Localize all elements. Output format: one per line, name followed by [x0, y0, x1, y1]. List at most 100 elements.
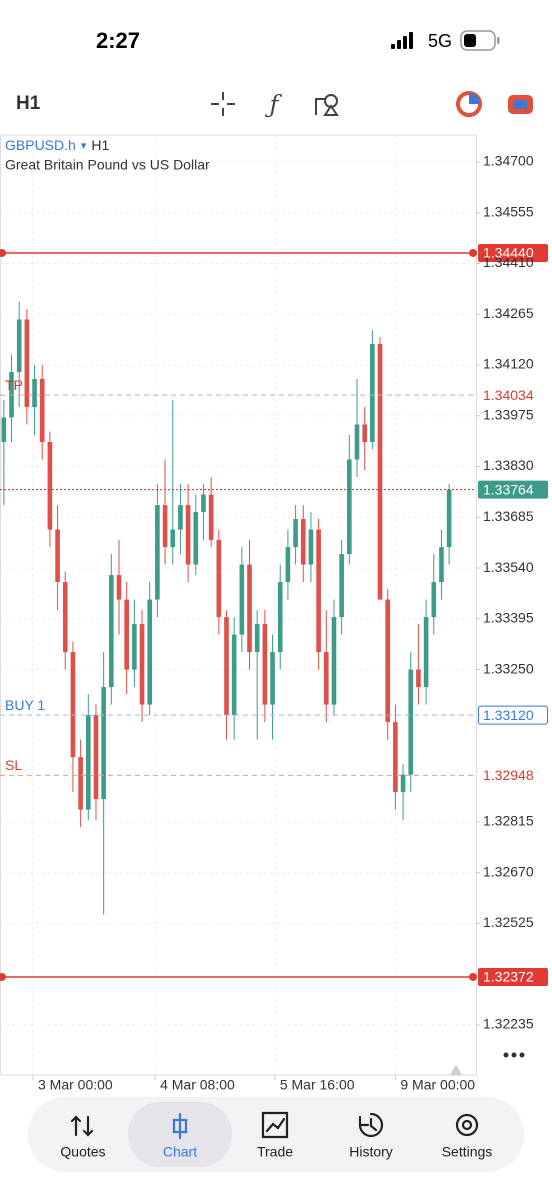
candle-body — [347, 459, 352, 555]
candle-body — [431, 582, 437, 618]
candle-body — [1, 417, 7, 443]
candle-body — [400, 774, 406, 793]
tab-items: Quotes Chart Trade History Settings — [60, 1102, 492, 1167]
level-label-box — [478, 480, 548, 499]
candle-body — [132, 624, 137, 670]
candle-body — [339, 554, 344, 618]
level-label-box — [478, 967, 548, 986]
level-handle[interactable] — [469, 248, 477, 257]
candle-body — [32, 379, 37, 408]
y-tick-label: 1.34120 — [483, 356, 534, 372]
timeframe-button[interactable]: H1 — [16, 93, 41, 114]
symbol[interactable]: GBPUSD.h — [5, 137, 76, 153]
symbol-dropdown[interactable]: ▾ — [81, 140, 87, 152]
candle-body — [78, 757, 83, 810]
candle-body — [139, 624, 145, 705]
candle-body — [124, 599, 129, 670]
tab-icon[interactable] — [70, 1115, 94, 1137]
signal-icon — [391, 32, 413, 49]
y-tick-label: 1.34410 — [483, 254, 534, 270]
tab-icon[interactable] — [358, 1112, 384, 1138]
objects-button[interactable] — [315, 94, 339, 116]
tab-label[interactable]: Settings — [442, 1144, 493, 1160]
candle-body — [416, 669, 421, 688]
candle-body — [101, 687, 106, 800]
level-handle[interactable] — [0, 248, 6, 257]
tab-icon[interactable] — [455, 1113, 479, 1137]
account-button[interactable] — [456, 91, 482, 117]
y-tick-label: 1.32525 — [483, 914, 534, 930]
candle-body — [247, 564, 252, 653]
x-tick-label: 4 Mar 08:00 — [160, 1077, 235, 1093]
tab-label[interactable]: Chart — [163, 1144, 197, 1160]
y-tick-label: 1.32815 — [483, 813, 534, 829]
candle-body — [439, 547, 444, 583]
level-label: 1.32372 — [483, 969, 534, 985]
candle-body — [93, 715, 99, 800]
candle-body — [85, 715, 91, 810]
level-label-box — [478, 705, 548, 725]
candle-body — [385, 599, 391, 723]
level-name: TP — [5, 377, 23, 393]
axes: 1.34700 1.34555 1.34410 1.34265 1.34120 1.339… — [32, 153, 534, 1093]
candle-body — [39, 379, 45, 443]
candle-body — [370, 344, 375, 443]
tab-icon[interactable] — [172, 1112, 188, 1140]
y-tick-label: 1.33830 — [483, 457, 534, 473]
candle-body — [377, 344, 383, 600]
candle-body — [270, 652, 275, 705]
candle-body — [316, 529, 321, 653]
level-label: 1.32948 — [483, 767, 534, 783]
candle-body — [178, 505, 183, 530]
y-tick-label: 1.33975 — [483, 406, 534, 422]
tab-label[interactable]: Trade — [257, 1144, 293, 1160]
candle-body — [55, 529, 60, 583]
candle-body — [155, 505, 160, 600]
y-tick-label: 1.34555 — [483, 203, 534, 219]
y-tick-label: 1.32235 — [483, 1016, 534, 1032]
candle-body — [408, 669, 414, 775]
candle-body — [185, 505, 191, 565]
candle-body — [116, 575, 122, 600]
candle-body — [323, 652, 329, 705]
candle-body — [354, 424, 360, 460]
network-label: 5G — [428, 31, 452, 51]
trade-button[interactable] — [508, 95, 533, 114]
tab-icon[interactable] — [261, 1111, 289, 1139]
candle-body — [224, 617, 229, 716]
candle-body — [285, 547, 291, 583]
y-tick-label: 1.32670 — [483, 863, 534, 879]
candle-body — [162, 505, 168, 548]
candle-body — [170, 529, 176, 548]
tab-label[interactable]: Quotes — [60, 1144, 105, 1160]
level-handle[interactable] — [469, 972, 477, 981]
tab-label[interactable]: History — [349, 1144, 393, 1160]
candle-body — [446, 489, 452, 548]
level-handle[interactable] — [0, 972, 6, 981]
crosshair-button[interactable] — [211, 92, 235, 116]
candle-body — [216, 540, 222, 618]
candle-body — [393, 722, 398, 793]
indicators-button[interactable]: ƒ — [265, 91, 283, 119]
candle-body — [293, 519, 298, 548]
y-tick-label: 1.34700 — [483, 153, 534, 169]
candle-body — [362, 424, 367, 443]
candle-body — [231, 634, 237, 716]
candle-body — [47, 442, 53, 530]
chart-symbol[interactable]: GBPUSD.h ▾ H1 — [5, 137, 109, 153]
candle-body — [254, 624, 260, 653]
y-tick-label: 1.34265 — [483, 305, 534, 321]
candle-body — [62, 582, 68, 653]
candle-body — [308, 529, 314, 565]
battery-icon — [460, 30, 500, 51]
level-label-box — [478, 243, 548, 262]
level-label: 1.34034 — [483, 387, 534, 403]
candles — [1, 301, 452, 915]
level-name: BUY 1 — [5, 697, 45, 713]
y-tick-label: 1.33540 — [483, 559, 534, 575]
clock: 2:27 — [96, 28, 140, 53]
candle-body — [24, 319, 30, 408]
tab-bar — [28, 1097, 524, 1172]
candle-body — [201, 494, 206, 513]
more-button[interactable] — [503, 1052, 525, 1058]
